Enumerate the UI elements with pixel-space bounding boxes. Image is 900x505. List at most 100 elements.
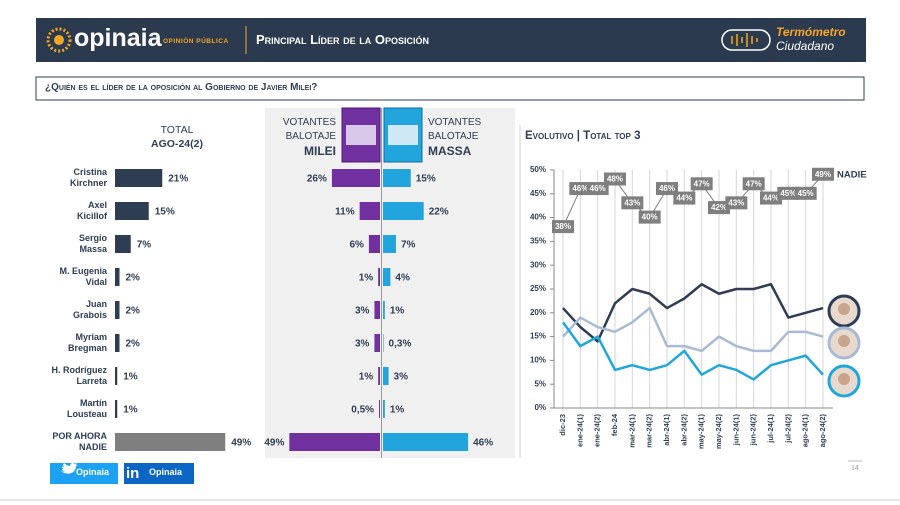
value-label: 46% [590,184,606,193]
value-label: 7% [401,240,416,251]
point-box [656,182,678,196]
category-label: Martín Lousteau [66,398,107,419]
point-box [552,220,574,234]
chart-title: Evolutivo | Total top 3 [525,130,641,142]
linkedin-button[interactable] [124,463,194,484]
value-label: 38% [555,222,571,231]
bar [379,400,380,418]
badge-bottom: Ciudadano [776,39,835,53]
bar [115,169,163,187]
linkedin-icon: in [126,465,139,482]
value-label: 45% [798,189,814,198]
category-label: Sergio Massa [78,233,107,254]
category-label: M. Eugenia Vidal [59,266,107,287]
twitter-icon [57,462,78,474]
value-label: 44% [676,194,692,203]
value-label: 2% [126,306,141,317]
x-tick-label: ago-24(2) [818,414,827,448]
series-line [562,306,824,353]
x-tick-label: jun-24(1) [731,414,740,447]
value-label: 2% [126,273,141,284]
value-label: 3% [394,372,409,383]
bar [115,400,118,418]
point-box [725,196,748,210]
bar [378,268,380,286]
bar [115,235,131,253]
point-box [621,196,644,210]
x-tick-label: ene-24(2) [593,414,602,447]
chart-title: TOTAL [160,124,194,136]
y-tick-label: 40% [530,213,546,222]
bar [383,202,424,220]
value-label: 46% [659,184,675,193]
value-label: 47% [694,179,710,188]
x-tick-label: mar-24(1) [627,413,636,447]
brand-sub: OPINIÓN PÚBLICA [163,38,229,45]
point-box [604,172,626,186]
x-tick-label: abr-24(1) [662,414,671,446]
value-label: 1% [123,405,138,416]
x-tick-label: feb-24 [610,413,619,436]
category-label: POR AHORA NADIE [52,431,107,452]
bar [383,169,411,187]
series-line [562,282,824,343]
value-label: 49% [815,170,831,179]
bar [115,268,120,286]
bar [374,301,380,319]
value-label: 46% [473,438,493,449]
series-name: MASSA [428,144,472,158]
bar [383,301,385,319]
brand: opinaia [74,24,162,52]
header-bar [36,18,866,62]
x-tick-label: may-24(1) [697,414,706,450]
category-label: Myriam Bregman [67,332,107,353]
value-label: 26% [307,174,327,185]
bar [115,202,149,220]
y-tick-label: 45% [530,189,546,198]
ballot-photo [346,125,376,145]
value-label: 40% [642,213,658,222]
x-tick-label: abr-24(2) [679,414,688,446]
value-label: 0,5% [351,405,374,416]
y-tick-label: 15% [530,332,546,341]
badge-top: Termómetro [776,25,846,39]
x-tick-label: ago-24(1) [801,414,810,448]
x-tick-label: may-24(2) [714,414,723,450]
bar [115,367,118,385]
value-label: 15% [416,174,436,185]
logo-icon [46,27,72,53]
category-label: Cristina Kirchner [69,167,107,188]
bar [115,301,120,319]
x-tick-label: dic-23 [558,414,567,436]
value-label: 48% [607,175,623,184]
value-label: 1% [359,372,374,383]
chart-subtitle: AGO-24(2) [151,138,203,150]
bar [359,202,380,220]
x-tick-label: mar-24(2) [645,413,654,447]
value-label: 1% [390,306,405,317]
legend-face [838,303,850,315]
twitter-label[interactable]: Opinaia [76,467,110,477]
point-box [794,186,817,200]
category-label: H. Rodríguez Larreta [51,365,108,386]
series-header: VOTANTES BALOTAJE [282,117,336,142]
value-label: 21% [168,174,188,185]
value-label: 44% [763,194,779,203]
x-tick-label: ene-24(1) [575,414,584,447]
badge-wave [731,33,758,47]
value-label: 22% [429,207,449,218]
bar [374,334,380,352]
bar [331,169,380,187]
legend-face [838,373,850,385]
linkedin-label[interactable]: Opinaia [149,467,183,477]
value-label: 7% [137,240,152,251]
point-box [638,210,661,224]
bar [383,400,385,418]
value-label: 43% [728,198,744,207]
value-label: 3% [355,306,370,317]
bar [115,433,226,451]
point-box [569,182,592,196]
y-tick-label: 30% [530,260,546,269]
bar [383,433,469,451]
